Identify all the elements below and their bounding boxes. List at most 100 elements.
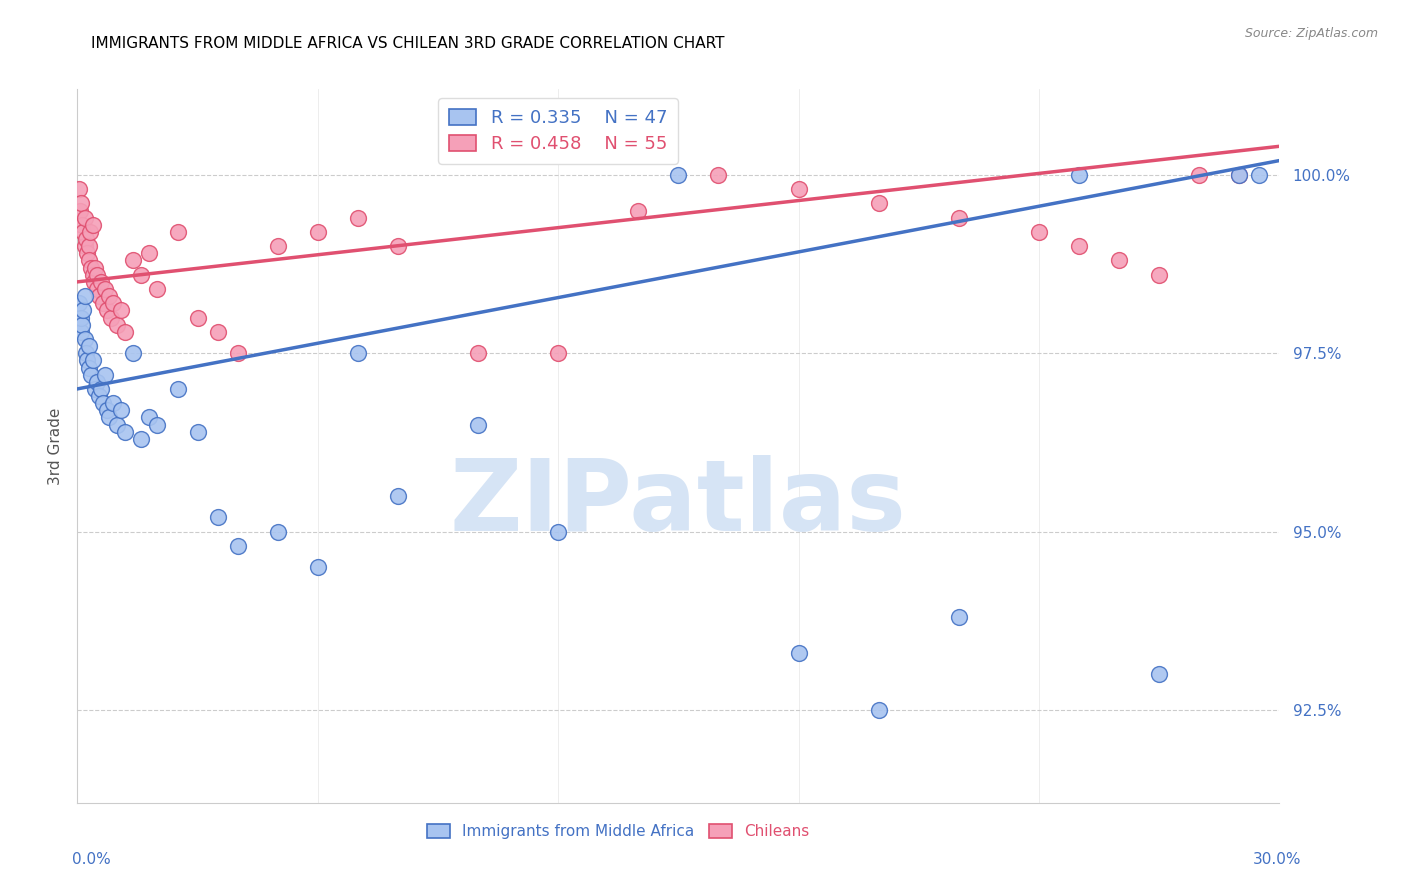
Point xyxy=(84,382,107,396)
Point xyxy=(98,410,121,425)
Point xyxy=(103,396,125,410)
Point xyxy=(75,289,97,303)
Point xyxy=(307,560,329,574)
Point xyxy=(107,318,129,332)
Point xyxy=(83,275,105,289)
Text: 30.0%: 30.0% xyxy=(1253,852,1301,867)
Point xyxy=(166,225,188,239)
Point xyxy=(79,253,101,268)
Point xyxy=(67,296,90,310)
Text: 0.0%: 0.0% xyxy=(72,852,111,867)
Point xyxy=(100,310,122,325)
Point xyxy=(72,303,94,318)
Point xyxy=(93,396,115,410)
Point xyxy=(307,225,329,239)
Point xyxy=(226,346,249,360)
Point xyxy=(467,417,489,432)
Point xyxy=(868,703,890,717)
Point xyxy=(98,289,121,303)
Point xyxy=(94,368,117,382)
Point xyxy=(79,360,101,375)
Point xyxy=(70,318,93,332)
Point xyxy=(86,282,108,296)
Point xyxy=(1188,168,1211,182)
Point xyxy=(96,403,118,417)
Point xyxy=(82,353,104,368)
Point xyxy=(84,260,107,275)
Point xyxy=(73,332,96,346)
Point xyxy=(131,432,153,446)
Point xyxy=(467,346,489,360)
Point xyxy=(138,246,160,260)
Point xyxy=(75,232,97,246)
Point xyxy=(226,539,249,553)
Point xyxy=(80,368,103,382)
Text: IMMIGRANTS FROM MIDDLE AFRICA VS CHILEAN 3RD GRADE CORRELATION CHART: IMMIGRANTS FROM MIDDLE AFRICA VS CHILEAN… xyxy=(91,36,725,51)
Point xyxy=(948,610,970,624)
Point xyxy=(86,375,108,389)
Point xyxy=(122,253,145,268)
Point xyxy=(787,646,810,660)
Point xyxy=(79,225,101,239)
Point xyxy=(547,346,569,360)
Point xyxy=(1149,268,1171,282)
Point xyxy=(787,182,810,196)
Point xyxy=(668,168,690,182)
Point xyxy=(76,246,98,260)
Legend: Immigrants from Middle Africa, Chileans: Immigrants from Middle Africa, Chileans xyxy=(420,818,815,845)
Point xyxy=(267,239,290,253)
Point xyxy=(93,296,115,310)
Point xyxy=(69,203,91,218)
Point xyxy=(75,346,97,360)
Point xyxy=(186,425,209,439)
Point xyxy=(77,339,100,353)
Point xyxy=(67,182,90,196)
Point xyxy=(1028,225,1050,239)
Point xyxy=(82,268,104,282)
Point xyxy=(72,225,94,239)
Point xyxy=(76,353,98,368)
Point xyxy=(90,275,112,289)
Point xyxy=(1229,168,1251,182)
Point xyxy=(69,325,91,339)
Point xyxy=(107,417,129,432)
Point xyxy=(114,425,136,439)
Point xyxy=(1229,168,1251,182)
Point xyxy=(1149,667,1171,681)
Point xyxy=(627,203,650,218)
Point xyxy=(387,489,409,503)
Point xyxy=(75,239,97,253)
Point xyxy=(207,510,229,524)
Point xyxy=(70,218,93,232)
Point xyxy=(346,346,368,360)
Point xyxy=(86,268,108,282)
Point xyxy=(186,310,209,325)
Point xyxy=(387,239,409,253)
Point xyxy=(70,310,93,325)
Point xyxy=(82,218,104,232)
Point xyxy=(207,325,229,339)
Point xyxy=(131,268,153,282)
Point xyxy=(346,211,368,225)
Point xyxy=(1108,253,1130,268)
Point xyxy=(948,211,970,225)
Point xyxy=(110,303,132,318)
Point xyxy=(166,382,188,396)
Point xyxy=(146,417,169,432)
Point xyxy=(96,303,118,318)
Point xyxy=(707,168,730,182)
Point xyxy=(1249,168,1271,182)
Point xyxy=(114,325,136,339)
Point xyxy=(90,382,112,396)
Point xyxy=(80,260,103,275)
Text: ZIPatlas: ZIPatlas xyxy=(450,455,907,551)
Point xyxy=(267,524,290,539)
Point xyxy=(73,211,96,225)
Point xyxy=(110,403,132,417)
Point xyxy=(146,282,169,296)
Point xyxy=(103,296,125,310)
Point xyxy=(89,389,111,403)
Point xyxy=(94,282,117,296)
Point xyxy=(77,239,100,253)
Point xyxy=(1069,168,1091,182)
